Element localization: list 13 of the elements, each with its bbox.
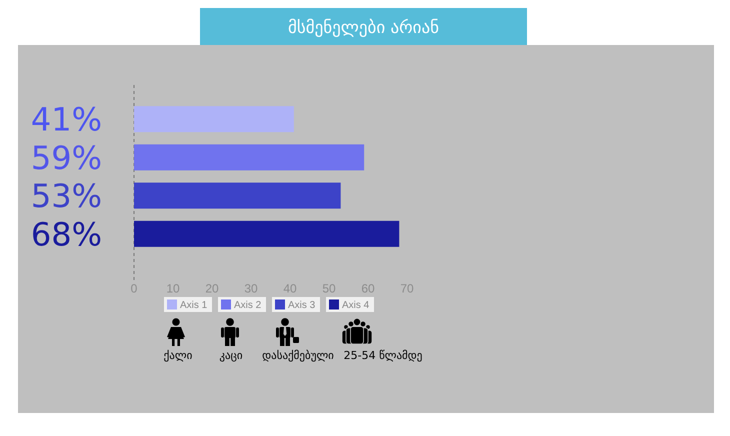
text: დასაქმებული [262, 348, 334, 362]
text: ქალი [164, 348, 193, 362]
legend-label: Axis 3 [288, 300, 316, 312]
legend-label: Axis 2 [234, 300, 262, 312]
legend-label: Axis 4 [342, 300, 370, 312]
legend-label: Axis 1 [180, 300, 208, 312]
data-label: 53% [30, 177, 102, 216]
data-label: 59% [30, 138, 102, 177]
text: კაცი [219, 348, 243, 362]
data-label: 41% [30, 100, 102, 139]
chart-title: მსმენელები არიან [288, 18, 440, 38]
text: 25-54 წლამდე [344, 348, 422, 362]
data-label: 68% [30, 215, 102, 254]
